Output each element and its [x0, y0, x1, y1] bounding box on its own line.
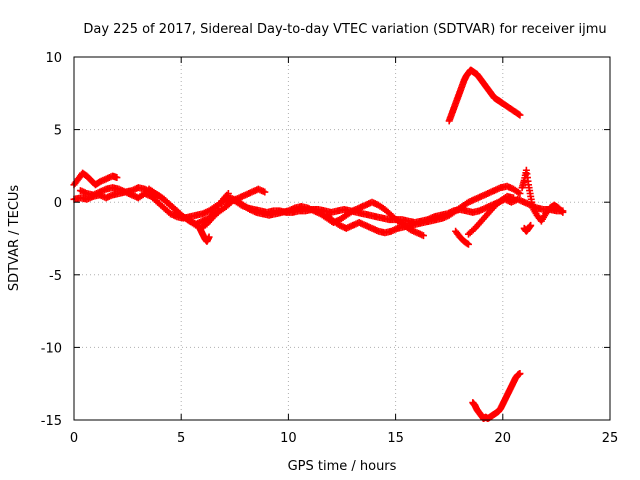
data-points-layer	[70, 66, 567, 423]
y-tick-label: 10	[45, 51, 62, 66]
x-tick-label: 20	[495, 431, 512, 446]
x-tick-label: 10	[280, 431, 297, 446]
x-tick-label: 15	[387, 431, 404, 446]
y-tick-label: 0	[54, 196, 62, 211]
data-point	[464, 240, 472, 248]
y-tick-label: -5	[49, 269, 62, 284]
grid-lines	[74, 57, 610, 420]
data-point	[261, 188, 269, 196]
data-point	[527, 221, 535, 229]
y-tick-label: -15	[41, 414, 62, 429]
data-point	[419, 232, 427, 240]
data-point	[516, 189, 524, 197]
data-point	[113, 174, 121, 182]
y-tick-label: -10	[41, 341, 62, 356]
y-axis-label: SDTVAR / TECUs	[7, 185, 22, 292]
axis-ticks: 0 5 10 15 20 25 -15 -10 -5 0 5 10	[41, 51, 619, 446]
plot-frame	[73, 56, 611, 421]
data-point	[558, 207, 566, 215]
x-tick-label: 0	[70, 431, 78, 446]
data-point	[205, 233, 213, 241]
x-tick-label: 5	[177, 431, 185, 446]
x-tick-label: 25	[602, 431, 619, 446]
y-tick-label: 5	[54, 124, 62, 139]
data-point	[516, 111, 524, 119]
data-point	[516, 370, 524, 378]
x-axis-label: GPS time / hours	[288, 459, 397, 474]
data-point	[510, 194, 518, 202]
data-point	[559, 208, 567, 216]
chart-title: Day 225 of 2017, Sidereal Day-to-day VTE…	[83, 22, 606, 37]
